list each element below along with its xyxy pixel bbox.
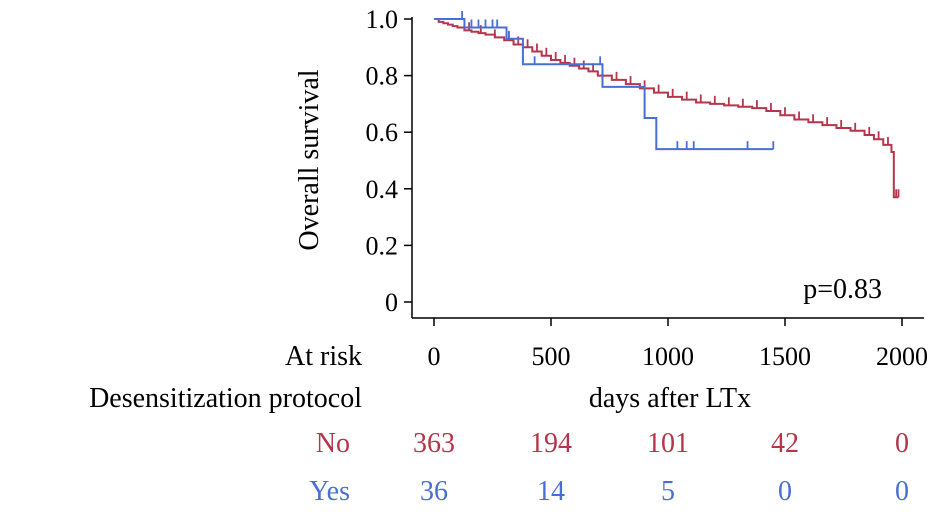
series-no [434, 18, 900, 199]
risk-row-label: No [316, 428, 350, 459]
x-tick-label: 1500 [759, 342, 811, 371]
risk-count: 363 [413, 428, 455, 459]
risk-row-label: Yes [309, 476, 350, 507]
y-tick-label: 0 [385, 288, 398, 317]
series-layer [434, 11, 900, 199]
risk-count: 194 [530, 428, 572, 459]
y-tick-label: 0.2 [366, 231, 399, 260]
risk-count: 101 [647, 428, 689, 459]
x-tick-label: 0 [428, 342, 441, 371]
y-tick-label: 0.4 [366, 175, 399, 204]
series-yes [434, 11, 775, 151]
y-tick-label: 0.6 [366, 118, 399, 147]
risk-table: No 363 194 101 42 0 Yes 36 14 5 0 0 [309, 428, 909, 507]
y-axis-label: Overall survival [294, 69, 325, 250]
axes: 0 0.2 0.4 0.6 0.8 1.0 0 500 1000 1500 2000 [366, 5, 929, 371]
risk-count: 42 [771, 428, 799, 459]
y-tick-label: 0.8 [366, 62, 399, 91]
x-axis-label: days after LTx [589, 383, 751, 414]
x-tick-label: 2000 [876, 342, 928, 371]
x-tick-label: 500 [532, 342, 571, 371]
x-tick-label: 1000 [642, 342, 694, 371]
risk-count: 0 [895, 476, 909, 507]
risk-count: 14 [537, 476, 565, 507]
risk-count: 0 [778, 476, 792, 507]
risk-count: 36 [420, 476, 448, 507]
survival-line-yes [434, 18, 774, 151]
at-risk-header: At risk [285, 341, 362, 372]
risk-group-title: Desensitization protocol [89, 383, 362, 414]
p-value-annotation: p=0.83 [803, 274, 882, 305]
risk-count: 5 [661, 476, 675, 507]
y-tick-label: 1.0 [366, 5, 399, 34]
survival-line-no [434, 18, 899, 199]
risk-count: 0 [895, 428, 909, 459]
